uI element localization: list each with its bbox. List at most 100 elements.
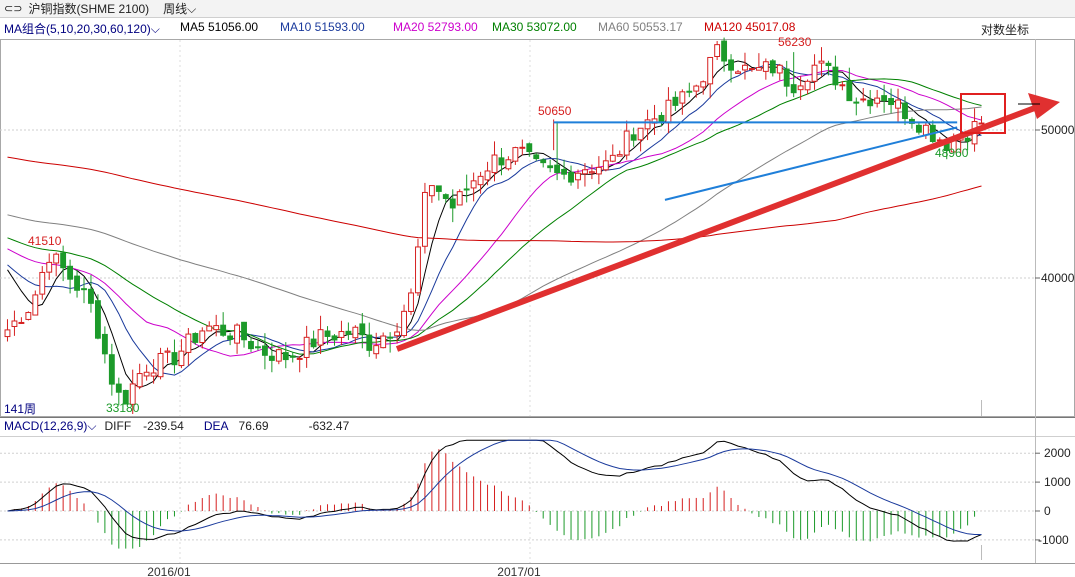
candle-up [303, 336, 310, 358]
candle-down [108, 354, 115, 385]
candle-up [408, 292, 414, 312]
candle-down [964, 137, 971, 142]
macd-dea-value: 76.69 [238, 419, 269, 433]
candle-down [533, 154, 540, 160]
candle-down [498, 157, 505, 166]
candle-up [818, 60, 825, 64]
price-annotation: 48960 [935, 146, 969, 160]
candle-down [554, 164, 561, 174]
ma-legend: MA组合(5,10,20,30,60,120)⌵ [4, 20, 160, 36]
candle-up [401, 310, 407, 337]
candle-down [526, 143, 533, 153]
price-annotation: 33180 [106, 401, 140, 415]
contract-switch-icon[interactable]: ⊂⊃ [4, 3, 23, 15]
candle-down [122, 389, 129, 405]
candle-down [359, 323, 366, 336]
candle-down [902, 102, 908, 119]
price-y-tick-label: 50000 [1041, 123, 1075, 137]
candle-down [686, 90, 693, 93]
candle-down [324, 330, 331, 337]
candle-up [428, 185, 435, 197]
bar-count-label: 141周 [4, 402, 37, 416]
macd-indicator-selector[interactable]: MACD(12,26,9)⌵ [4, 419, 96, 434]
candle-up [602, 160, 609, 171]
candle-up [317, 329, 324, 346]
candle-down [192, 333, 199, 343]
candle-down [227, 335, 234, 340]
candle-down [435, 185, 442, 192]
candle-up [234, 324, 241, 344]
candle-down [248, 341, 254, 350]
candle-up [456, 191, 463, 206]
candle-up [505, 159, 512, 170]
trend-arrow-head [1028, 93, 1060, 119]
candle-up [275, 349, 282, 362]
candle-up [700, 81, 707, 88]
ma-line-ma30 [7, 78, 982, 355]
trend-arrow-line [395, 103, 1042, 352]
candle-up [380, 335, 387, 349]
macd-y-tick-label: 2000 [1044, 446, 1071, 460]
candle-up [143, 371, 150, 377]
candle-down [387, 336, 394, 339]
candle-up [18, 321, 25, 324]
candle-down [547, 165, 554, 169]
ma-line-ma120 [7, 156, 982, 243]
candle-up [129, 383, 136, 405]
candle-down [568, 171, 574, 183]
candle-down [289, 355, 296, 358]
candle-down [310, 338, 317, 348]
candle-up [394, 331, 401, 337]
candle-up [4, 329, 11, 338]
candle-up [679, 91, 686, 104]
candle-up [582, 169, 588, 175]
period-label: 周线 [163, 2, 188, 16]
candle-down [783, 68, 790, 87]
candle-up [150, 372, 157, 377]
ma-legend-ma120: MA120 45017.08 [704, 20, 796, 34]
candle-up [164, 350, 171, 353]
ma-line-ma5 [7, 60, 982, 389]
candle-down [825, 62, 832, 67]
candle-down [881, 95, 888, 102]
log-scale-toggle[interactable]: 对数坐标 [981, 21, 1029, 38]
price-annotation: 56230 [778, 35, 812, 49]
candle-up [157, 352, 164, 378]
price-annotation: 50650 [538, 104, 572, 118]
candle-down [261, 345, 268, 356]
candle-up [714, 44, 721, 57]
candle-up [623, 130, 630, 156]
ma-group-label: MA组合(5,10,20,30,60,120) [4, 22, 151, 36]
candle-down [888, 98, 895, 106]
candle-down [832, 66, 839, 86]
macd-diff-value: -239.54 [143, 419, 184, 433]
macd-label: MACD(12,26,9) [4, 419, 88, 433]
candle-up [46, 261, 53, 273]
macd-histogram [13, 449, 983, 549]
candle-up [512, 147, 519, 162]
period-selector[interactable]: 周线⌵ [163, 0, 196, 17]
candle-down [60, 252, 67, 269]
candle-up [609, 154, 616, 162]
chevron-down-icon: ⌵ [87, 419, 97, 433]
candle-up [616, 154, 623, 157]
candle-up [665, 99, 672, 124]
candle-down [463, 188, 470, 191]
candle-up [53, 253, 60, 264]
ma-legend-ma5: MA5 51056.00 [180, 20, 259, 34]
candle-up [185, 333, 192, 353]
ma-group-selector[interactable]: MA组合(5,10,20,30,60,120)⌵ [4, 20, 160, 36]
candle-down [915, 124, 922, 133]
candle-down [282, 352, 289, 361]
candle-up [707, 56, 714, 85]
candle-up [755, 67, 762, 71]
candle-down [561, 168, 568, 175]
ma-legend-ma30: MA30 53072.00 [492, 20, 577, 34]
candle-down [366, 334, 373, 351]
candle-down [846, 80, 853, 102]
candle-down [171, 352, 178, 366]
candle-down [540, 159, 547, 164]
chevron-down-icon: ⌵ [187, 2, 197, 16]
macd-dea-line [7, 439, 982, 535]
